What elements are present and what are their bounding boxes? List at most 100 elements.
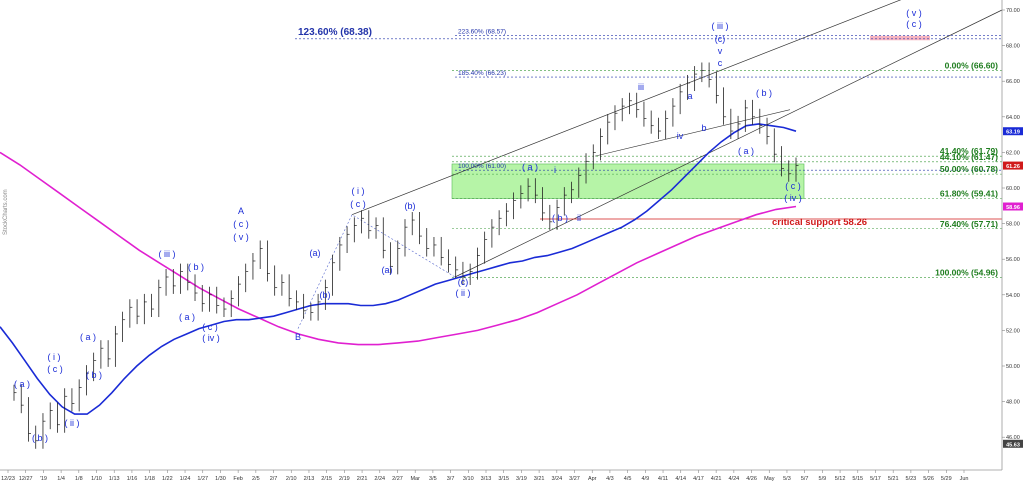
- wave-label: a: [687, 91, 692, 101]
- wave-label: ( c ): [785, 181, 801, 191]
- wave-label: i: [554, 165, 556, 175]
- watermark-text: StockCharts.com: [3, 189, 9, 235]
- wave-label: ( v ): [906, 8, 922, 18]
- series-line-ma50: [0, 123, 797, 415]
- x-tick-label: Feb: [233, 476, 242, 482]
- fib-level-label: 44.10% (61.47): [940, 152, 998, 162]
- wave-label: c: [718, 58, 723, 68]
- x-tick-label: 1/8: [75, 476, 83, 482]
- x-tick-label: 3/19: [516, 476, 527, 482]
- x-tick-label: 3/27: [569, 476, 580, 482]
- x-tick-label: 4/26: [746, 476, 757, 482]
- wave-label: ( iii ): [712, 21, 729, 31]
- wave-label: ( c ): [233, 219, 249, 229]
- fib-level-label: 61.80% (59.41): [940, 189, 998, 199]
- x-tick-label: 3/10: [463, 476, 474, 482]
- x-tick-label: 5/23: [906, 476, 917, 482]
- x-tick-label: 2/27: [392, 476, 403, 482]
- x-tick-label: 1/4: [57, 476, 65, 482]
- wave-label: ( v ): [233, 232, 249, 242]
- wave-label: ( a ): [80, 332, 96, 342]
- x-tick-label: '19: [40, 476, 47, 482]
- y-tick-label: 64.00: [1006, 115, 1020, 121]
- wave-label: ( b ): [32, 433, 48, 443]
- target-zone: [870, 35, 930, 41]
- x-tick-label: 5/15: [852, 476, 863, 482]
- x-tick-label: Mar: [410, 476, 420, 482]
- y-tick-label: 50.00: [1006, 364, 1020, 370]
- x-tick-label: 4/14: [675, 476, 686, 482]
- x-tick-label: 3/21: [534, 476, 545, 482]
- x-tick-label: 1/30: [215, 476, 226, 482]
- price-tag: [1003, 161, 1023, 170]
- x-tick-label: 1/16: [127, 476, 138, 482]
- fib-123-label: 123.60% (68.38): [298, 27, 372, 38]
- x-tick-label: 3/7: [447, 476, 455, 482]
- wave-label: ( ii ): [456, 288, 471, 298]
- price-tag-label: 63.19: [1006, 130, 1020, 136]
- y-tick-label: 48.00: [1006, 400, 1020, 406]
- wave-label: B: [295, 332, 301, 342]
- x-tick-label: 4/5: [624, 476, 632, 482]
- wave-label: (c): [715, 34, 726, 44]
- y-tick-label: 54.00: [1006, 293, 1020, 299]
- wave-label: ( iii ): [159, 249, 176, 259]
- fib-extension-label: 185.40% (66.23): [458, 70, 506, 77]
- x-tick-label: 3/24: [551, 476, 562, 482]
- y-tick-label: 52.00: [1006, 328, 1020, 334]
- wave-label: ( b ): [552, 213, 568, 223]
- wave-label: ( c ): [47, 364, 63, 374]
- wave-label: A: [238, 206, 244, 216]
- x-tick-label: 2/7: [270, 476, 278, 482]
- x-tick-label: 5/21: [888, 476, 899, 482]
- x-tick-label: 2/13: [304, 476, 315, 482]
- wave-label: ( a ): [738, 146, 754, 156]
- price-tag-label: 58.96: [1006, 205, 1020, 211]
- x-tick-label: May: [764, 476, 775, 482]
- wave-label: (a): [310, 248, 321, 258]
- x-tick-label: 2/19: [339, 476, 350, 482]
- x-tick-label: 5/3: [783, 476, 791, 482]
- x-tick-label: 2/5: [252, 476, 260, 482]
- fib-level-label: 41.40% (61.79): [940, 146, 998, 156]
- price-tag: [1003, 127, 1023, 136]
- fib-level-label: 50.00% (60.78): [940, 164, 998, 174]
- x-tick-label: 12/23: [1, 476, 15, 482]
- x-tick-label: 5/7: [801, 476, 809, 482]
- y-tick-label: 62.00: [1006, 150, 1020, 156]
- wave-label: ( a ): [14, 379, 30, 389]
- x-tick-label: Jun: [960, 476, 969, 482]
- fib-extension-label: 223.60% (68.57): [458, 28, 506, 35]
- wave-label: ( c ): [350, 199, 366, 209]
- x-tick-label: 1/10: [91, 476, 102, 482]
- price-tag: [1003, 202, 1023, 211]
- x-tick-label: 3/15: [498, 476, 509, 482]
- x-tick-label: 4/11: [658, 476, 668, 482]
- channel-upper-line: [351, 0, 902, 216]
- fib-level-label: 76.40% (57.71): [940, 219, 998, 229]
- wave-label: iii: [638, 82, 644, 92]
- fib-extension-label: 100.00% (61.00): [458, 163, 506, 170]
- price-tag-label: 61.26: [1006, 164, 1020, 170]
- x-tick-label: 5/9: [819, 476, 827, 482]
- critical-support-label: critical support 58.26: [772, 217, 867, 228]
- price-tag-label: 45.63: [1006, 442, 1020, 448]
- wave-label: ( iv ): [784, 193, 802, 203]
- x-tick-label: 2/24: [374, 476, 385, 482]
- wave-label: b: [701, 123, 706, 133]
- x-tick-label: 1/18: [144, 476, 155, 482]
- x-tick-label: 12/27: [19, 476, 33, 482]
- wave-label: (c): [458, 277, 469, 287]
- x-tick-label: 2/15: [321, 476, 332, 482]
- x-tick-label: 4/21: [711, 476, 722, 482]
- inner-trend-line: [594, 109, 791, 157]
- x-tick-label: 4/3: [606, 476, 614, 482]
- x-tick-label: 2/10: [286, 476, 297, 482]
- x-tick-label: 5/12: [835, 476, 846, 482]
- wave-label: ( i ): [48, 352, 61, 362]
- y-tick-label: 70.00: [1006, 8, 1020, 14]
- fib-level-label: 0.00% (66.60): [945, 61, 999, 71]
